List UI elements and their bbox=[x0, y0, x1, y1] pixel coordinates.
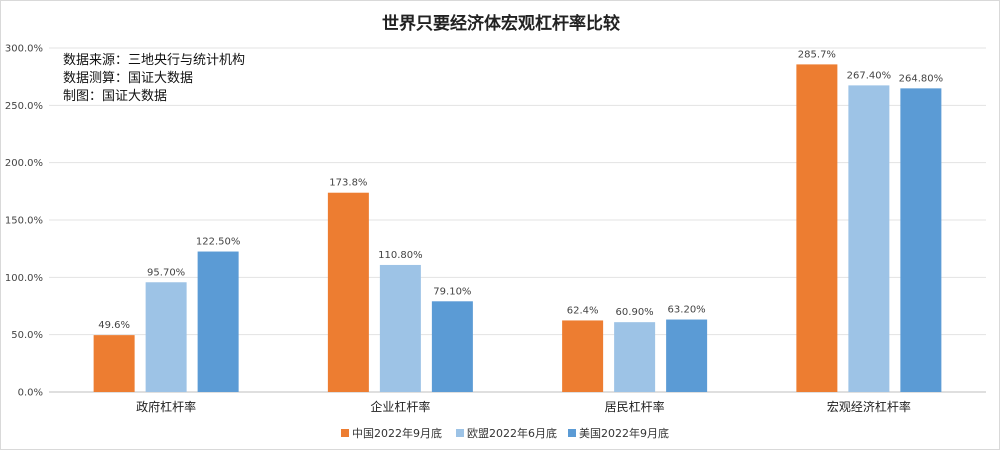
legend-swatch bbox=[456, 429, 464, 437]
bar bbox=[145, 282, 187, 392]
bar bbox=[562, 320, 604, 392]
bar bbox=[900, 88, 942, 392]
note-line-credit: 制图：国证大数据 bbox=[63, 89, 167, 104]
bar bbox=[93, 335, 135, 392]
y-tick-label: 200.0% bbox=[5, 158, 43, 169]
y-tick-label: 0.0% bbox=[18, 388, 43, 399]
data-label: 62.4% bbox=[567, 305, 599, 316]
data-label: 122.50% bbox=[196, 237, 241, 248]
x-category-label: 宏观经济杠杆率 bbox=[827, 399, 911, 414]
data-label: 285.7% bbox=[798, 49, 836, 60]
x-axis-categories: 政府杠杆率 企业杠杆率 居民杠杆率 宏观经济杠杆率 bbox=[136, 399, 911, 414]
legend-label: 中国2022年9月底 bbox=[352, 426, 442, 440]
x-category-label: 企业杠杆率 bbox=[370, 399, 430, 414]
data-label: 95.70% bbox=[147, 267, 185, 278]
source-notes: 数据来源：三地央行与统计机构 数据测算：国证大数据 制图：国证大数据 bbox=[63, 53, 245, 104]
bar bbox=[197, 251, 239, 392]
x-category-label: 居民杠杆率 bbox=[605, 399, 665, 414]
data-label: 49.6% bbox=[98, 320, 130, 331]
bar bbox=[796, 64, 838, 392]
legend-swatch bbox=[568, 429, 576, 437]
note-line-source: 数据来源：三地央行与统计机构 bbox=[63, 53, 245, 68]
legend-swatch bbox=[341, 429, 349, 437]
y-axis-ticks: 0.0% 50.0% 100.0% 150.0% 200.0% 250.0% 300.0% bbox=[5, 44, 43, 399]
legend-label: 美国2022年9月底 bbox=[579, 426, 669, 440]
legend-label: 欧盟2022年6月底 bbox=[467, 426, 557, 440]
bar bbox=[614, 322, 656, 392]
bar bbox=[431, 301, 473, 392]
bar bbox=[327, 192, 369, 392]
x-category-label: 政府杠杆率 bbox=[136, 399, 196, 414]
bars-layer bbox=[93, 64, 942, 392]
data-label: 110.80% bbox=[378, 250, 423, 261]
y-tick-label: 300.0% bbox=[5, 44, 43, 55]
data-label: 60.90% bbox=[616, 307, 654, 318]
data-label: 63.20% bbox=[668, 305, 706, 316]
bar bbox=[379, 264, 421, 392]
bar bbox=[848, 85, 890, 392]
data-label: 267.40% bbox=[847, 70, 892, 81]
data-label: 173.8% bbox=[329, 178, 367, 189]
y-tick-label: 250.0% bbox=[5, 101, 43, 112]
y-tick-label: 50.0% bbox=[11, 330, 43, 341]
data-label: 79.10% bbox=[433, 286, 471, 297]
legend: 中国2022年9月底 欧盟2022年6月底 美国2022年9月底 bbox=[341, 426, 669, 440]
data-label: 264.80% bbox=[899, 73, 944, 84]
y-tick-label: 100.0% bbox=[5, 273, 43, 284]
chart-title: 世界只要经济体宏观杠杆率比较 bbox=[382, 13, 620, 34]
grid-layer bbox=[49, 47, 986, 393]
y-tick-label: 150.0% bbox=[5, 216, 43, 227]
note-line-calc: 数据测算：国证大数据 bbox=[63, 71, 193, 86]
bar bbox=[666, 319, 708, 392]
data-labels-layer: 49.6% 95.70% 122.50% 173.8% 110.80% 79.10% 62.… bbox=[98, 49, 943, 331]
